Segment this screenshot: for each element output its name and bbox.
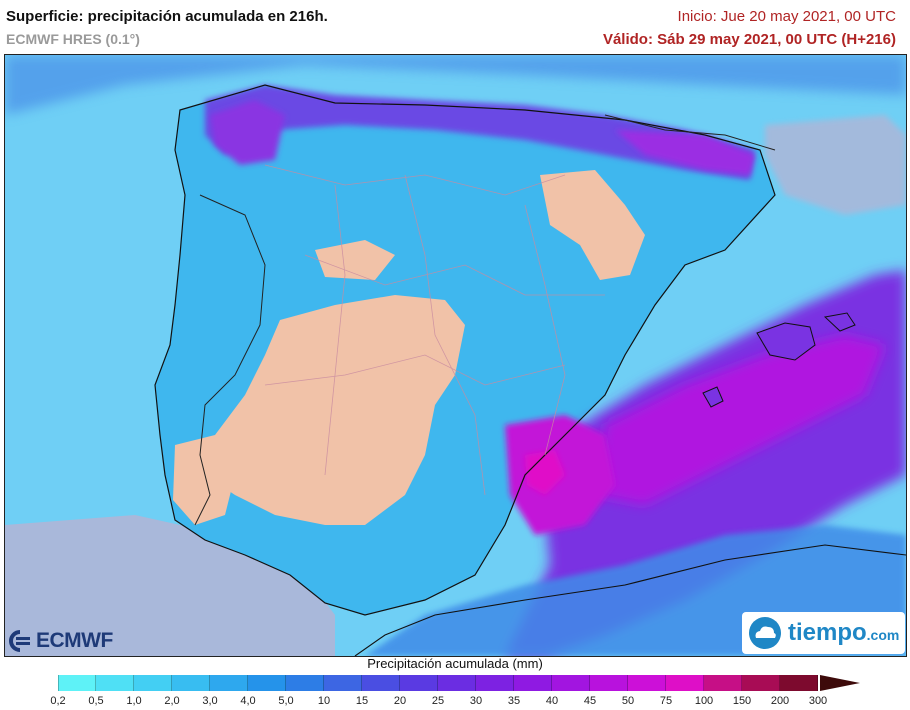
legend-color-cell [628,675,666,691]
dry-area-south-central [205,295,465,525]
legend-title: Precipitación acumulada (mm) [367,656,543,671]
legend-tick-label: 10 [317,695,331,707]
legend-tick-label: 0,2 [50,695,66,707]
precipitation-map [4,54,907,657]
legend-tick-label: 15 [355,695,369,707]
legend-color-cell [324,675,362,691]
legend-tick-label: 20 [393,695,407,707]
legend-color-cell [514,675,552,691]
cloud-icon [749,617,781,649]
precip-pyrenees [615,130,755,175]
legend-color-cell [248,675,286,691]
legend-color-cell [590,675,628,691]
legend-colorbar [58,675,818,691]
map-title: Superficie: precipitación acumulada en 2… [6,8,328,25]
legend-tick-label: 5,0 [278,695,294,707]
legend-tick-label: 40 [545,695,559,707]
tiempo-logo-text: tiempo.com [788,619,900,646]
legend-color-cell [552,675,590,691]
balearic-islands [702,312,856,408]
precip-murcia-max [525,450,565,495]
precip-mediterranean-core [595,335,885,505]
legend-tick-label: 50 [621,695,635,707]
legend-tick-label: 25 [431,695,445,707]
ecmwf-logo: ECMWF [6,628,113,654]
legend-color-cell [400,675,438,691]
legend-tick-label: 100 [694,695,714,707]
legend-tick-label: 2,0 [164,695,180,707]
valid-time: Válido: Sáb 29 may 2021, 00 UTC (H+216) [602,31,896,48]
precip-band-north [5,55,906,115]
legend-tick-label: 3,0 [202,695,218,707]
legend-color-cell [134,675,172,691]
tiempo-logo: tiempo.com [742,612,905,654]
header: Superficie: precipitación acumulada en 2… [0,0,910,54]
legend-labels: 0,2 0,5 1,0 2,0 3,0 4,0 5,0 10 15 20 25 30 35 40 45 50 7… [0,695,910,709]
legend-tick-label: 45 [583,695,597,707]
precip-galicia [210,100,285,165]
low-precip-gulf-lion [765,115,906,215]
legend-color-cell [58,675,96,691]
legend-color-cell [96,675,134,691]
france-border [604,114,776,151]
legend-color-cell [666,675,704,691]
dry-area-portugal-south [173,435,235,525]
model-name: ECMWF HRES (0.1°) [6,31,140,47]
ecmwf-logo-text: ECMWF [36,629,113,652]
legend-color-cell [362,675,400,691]
precip-north-coast [205,85,755,180]
legend-tick-label: 0,5 [88,695,104,707]
legend-color-cell [210,675,248,691]
dry-area-north-meseta [315,240,395,280]
dry-area-ebro [540,170,645,280]
legend-color-cell [286,675,324,691]
legend-tick-label: 1,0 [126,695,142,707]
legend-tick-label: 30 [469,695,483,707]
legend-color-cell [780,675,818,691]
legend-color-cell [704,675,742,691]
legend-tick-label: 4,0 [240,695,256,707]
ecmwf-icon [9,630,30,652]
legend-tick-label: 150 [732,695,752,707]
init-time: Inicio: Jue 20 may 2021, 00 UTC [677,8,896,25]
africa-coastline [354,544,906,656]
legend-color-cell [172,675,210,691]
map-canvas [5,55,906,656]
legend-tick-label: 200 [770,695,790,707]
legend-color-cell [476,675,514,691]
portugal-border [194,194,266,526]
region-borders [264,164,605,496]
legend-tick-label: 35 [507,695,521,707]
low-precip-atlantic [5,515,335,656]
legend-tick-label: 300 [808,695,828,707]
legend-color-cell [742,675,780,691]
legend-tick-label: 75 [659,695,673,707]
legend-color-cell [438,675,476,691]
legend-arrow [820,675,860,691]
coastline [154,84,776,616]
